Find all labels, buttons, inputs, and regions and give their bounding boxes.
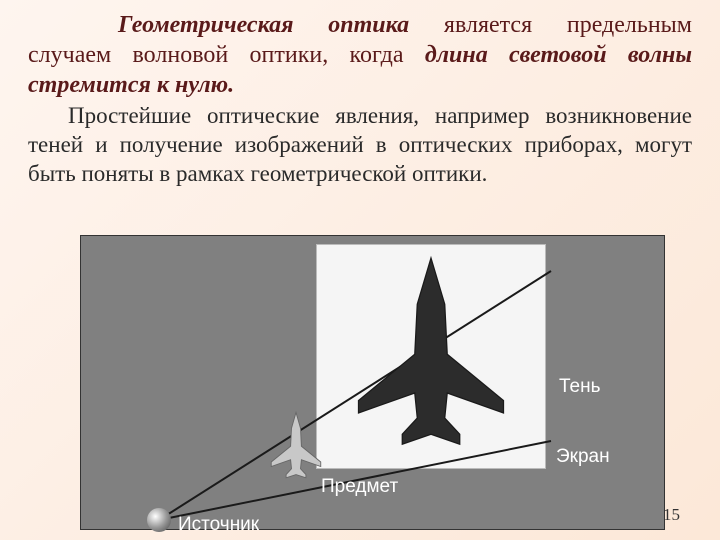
- p1-lead: Геометрическая оптика: [118, 12, 409, 38]
- paragraph-1: Геометрическая оптика является предельны…: [28, 10, 692, 100]
- shadow-plane: [359, 258, 504, 444]
- label-screen: Экран: [556, 446, 610, 468]
- label-shadow: Тень: [559, 376, 601, 398]
- page-number: 15: [663, 505, 680, 525]
- label-object: Предмет: [321, 476, 398, 498]
- label-source: Источник: [178, 514, 259, 536]
- shadow-diagram: Тень Экран Предмет Источник: [80, 235, 665, 530]
- paragraph-2: Простейшие оптические явления, например …: [28, 102, 692, 188]
- light-source-icon: [147, 508, 171, 532]
- p2-text: Простейшие оптические явления, например …: [28, 103, 692, 186]
